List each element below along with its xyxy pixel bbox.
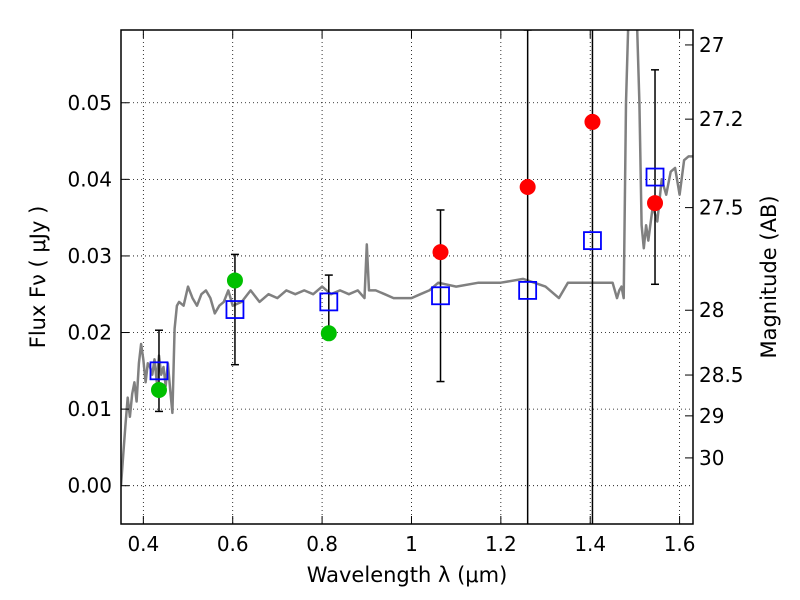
y2-tick-label: 30 <box>699 446 724 470</box>
x-tick-label: 1 <box>405 532 418 556</box>
y2-tick-label: 28 <box>699 298 724 322</box>
axis-ticks: 0.4 0.6 0.8 1 1.2 1.4 1.6 0.00 0.01 0.02 0.03 0.04 0… <box>67 30 744 556</box>
x-tick-label: 0.4 <box>127 532 159 556</box>
model-flux-square <box>225 300 245 319</box>
plot-area <box>121 30 693 524</box>
x-tick-label: 1.4 <box>574 532 606 556</box>
y-tick-label: 0.02 <box>67 321 112 345</box>
observed-flux-point <box>519 179 536 196</box>
model-flux-square <box>431 286 450 306</box>
observed-flux-point <box>647 195 664 212</box>
observed-flux-point <box>226 272 243 289</box>
y2-tick-label: 27.5 <box>699 196 744 220</box>
x-tick-label: 0.8 <box>306 532 338 556</box>
plot-frame <box>120 29 694 525</box>
x-axis-label: Wavelength λ (μm) <box>307 563 508 587</box>
model-flux-square <box>645 167 665 187</box>
y2-tick-label: 28.5 <box>699 363 744 387</box>
y2-tick-label: 27.2 <box>699 107 744 131</box>
y-tick-label: 0.05 <box>67 91 112 115</box>
y2-tick-label: 29 <box>699 404 724 428</box>
observed-flux-point <box>584 113 601 130</box>
observed-flux-point <box>150 381 167 398</box>
y2-tick-label: 27 <box>699 33 724 57</box>
y-tick-label: 0.01 <box>67 397 112 421</box>
grid <box>121 30 693 524</box>
y-axis-label: Flux Fν ( μJy ) <box>26 206 50 349</box>
observed-flux-point <box>432 244 449 261</box>
x-tick-label: 1.2 <box>485 532 517 556</box>
y2-axis-label: Magnitude (AB) <box>757 195 781 358</box>
model-flux-square <box>583 231 602 251</box>
y-tick-label: 0.04 <box>67 167 112 191</box>
x-tick-label: 0.6 <box>217 532 249 556</box>
model-flux-square <box>518 281 538 300</box>
plot-content <box>121 30 693 524</box>
model-flux-square <box>149 361 169 381</box>
model-flux-square <box>319 292 339 312</box>
observed-flux-point <box>320 325 337 342</box>
x-tick-label: 1.6 <box>664 532 696 556</box>
y-tick-label: 0.03 <box>67 244 112 268</box>
y-tick-label: 0.00 <box>67 474 112 498</box>
